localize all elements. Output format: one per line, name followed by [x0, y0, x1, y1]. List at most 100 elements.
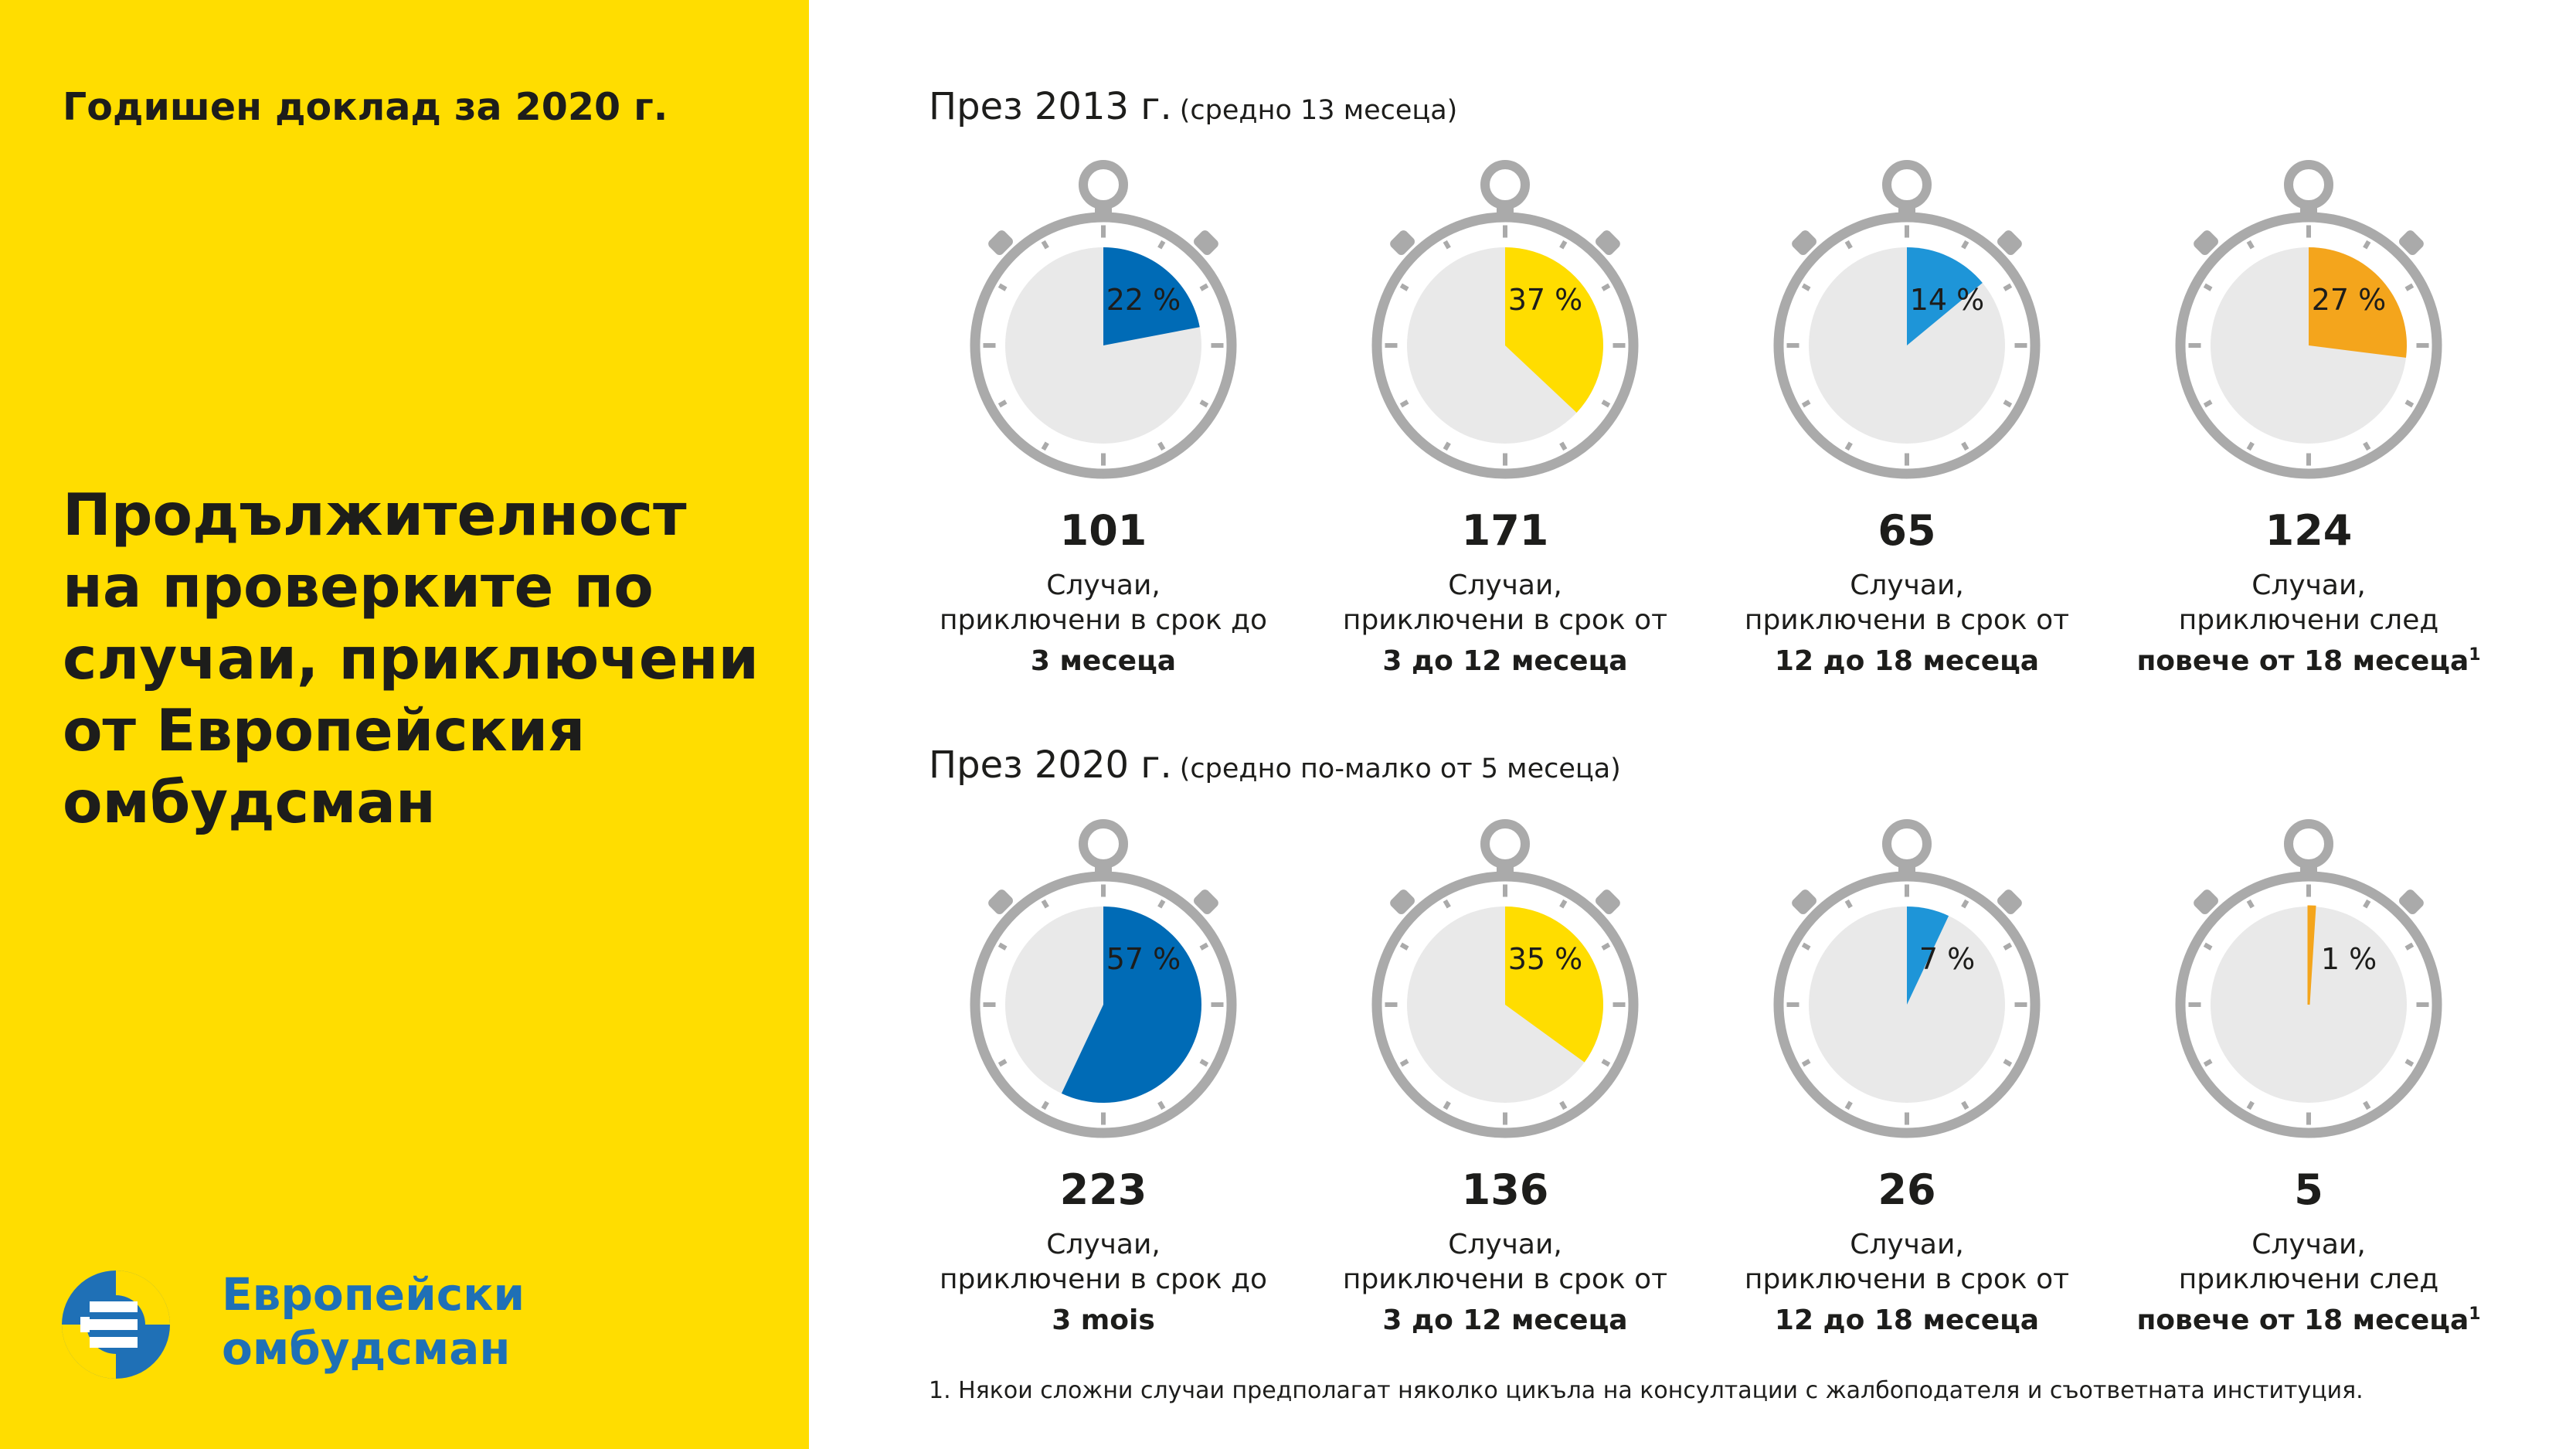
- caption-line: Случаи,: [1448, 1229, 1562, 1260]
- caption-line: приключени в срок до: [939, 1264, 1268, 1295]
- stopwatch-side-button: [1194, 889, 1218, 914]
- stopwatch-tick: [1601, 1059, 1611, 1067]
- stopwatch-tick: [1041, 441, 1049, 451]
- section-title: През 2020 г.: [929, 743, 1172, 787]
- stopwatch-tick: [1801, 1059, 1811, 1067]
- stopwatch-tick: [1801, 283, 1811, 291]
- section-subtitle: (средно 13 месеца): [1179, 95, 1458, 126]
- case-caption: Случаи, приключени след повече от 18 мес…: [2077, 568, 2540, 679]
- stopwatch-tick: [2203, 400, 2213, 408]
- stopwatch-tick: [2003, 1059, 2013, 1067]
- caption-line: Случаи,: [2251, 1229, 2366, 1260]
- stopwatch-tick: [2246, 1100, 2255, 1111]
- stopwatch-tick: [2404, 1059, 2415, 1067]
- stopwatch-tick: [2404, 283, 2415, 291]
- stopwatch-tick: [1443, 240, 1451, 250]
- case-caption: Случаи, приключени в срок до 3 месеца: [872, 568, 1335, 679]
- stopwatch-tick: [1961, 240, 1969, 250]
- stopwatch-crown: [1480, 160, 1530, 209]
- stopwatch-tick: [1844, 899, 1853, 909]
- stopwatch-tick: [1559, 441, 1568, 451]
- stopwatch-tick: [2003, 283, 2013, 291]
- case-count: 5: [2294, 1165, 2323, 1214]
- case-count: 65: [1878, 506, 1936, 555]
- stopwatch-tick: [1844, 1100, 1853, 1111]
- stopwatch-crown: [1079, 819, 1128, 869]
- stopwatch-side-button: [2399, 230, 2424, 255]
- stopwatch-tick: [1559, 899, 1568, 909]
- stopwatch-tick: [1199, 942, 1209, 951]
- stopwatch-tick: [997, 942, 1008, 951]
- stopwatch-tick: [1801, 942, 1811, 951]
- brand-name-line: Европейски: [222, 1268, 525, 1321]
- stopwatch-side-button: [1390, 230, 1415, 255]
- stopwatch-side-button: [2194, 230, 2218, 255]
- stopwatch-tick: [2203, 1059, 2213, 1067]
- caption-period-text: 3 до 12 месеца: [1382, 1304, 1628, 1336]
- brand-name-line: омбудсман: [222, 1322, 511, 1375]
- stopwatch-tick: [2003, 400, 2013, 408]
- stopwatch-tick: [1199, 400, 1209, 408]
- stopwatch-tick: [2363, 240, 2371, 250]
- stopwatch-tick: [1157, 1100, 1166, 1111]
- caption-line: приключени в срок от: [1744, 1264, 2070, 1295]
- stopwatch-tick: [2404, 400, 2415, 408]
- stopwatch-tick: [1041, 899, 1049, 909]
- caption-period: 3 месеца: [872, 638, 1335, 679]
- stopwatch-crown: [1079, 160, 1128, 209]
- stopwatch-tick: [2363, 441, 2371, 451]
- caption-line: приключени в срок до: [939, 604, 1268, 636]
- stopwatch-side-button: [1792, 889, 1816, 914]
- case-caption: Случаи, приключени в срок от 12 до 18 ме…: [1675, 1227, 2139, 1338]
- stopwatch-side-button: [988, 889, 1013, 914]
- caption-line: приключени след: [2178, 1264, 2439, 1295]
- stopwatch-crown: [1480, 819, 1530, 869]
- report-title: Годишен доклад за 2020 г.: [63, 85, 668, 129]
- caption-line: Случаи,: [1046, 1229, 1161, 1260]
- percent-label: 22 %: [1106, 283, 1181, 317]
- stopwatch-side-button: [1997, 230, 2022, 255]
- caption-line: Случаи,: [1850, 1229, 1964, 1260]
- stopwatch-tick: [1801, 400, 1811, 408]
- caption-period-text: 3 месеца: [1030, 645, 1177, 677]
- main-title: Продължителност на проверките по случаи,…: [63, 479, 789, 838]
- case-count: 101: [1059, 506, 1147, 555]
- stopwatch-tick: [2203, 942, 2213, 951]
- main-title-line: омбудсман: [63, 768, 436, 836]
- case-caption: Случаи, приключени в срок от 3 до 12 мес…: [1273, 1227, 1737, 1338]
- caption-line: приключени в срок от: [1342, 604, 1668, 636]
- caption-period: 12 до 18 месеца: [1675, 1297, 2139, 1338]
- main-title-line: Продължителност: [63, 481, 687, 549]
- main-title-line: от Европейския: [63, 696, 586, 764]
- case-count: 223: [1059, 1165, 1147, 1214]
- caption-line: приключени в срок от: [1744, 604, 2070, 636]
- stopwatch-tick: [1399, 942, 1409, 951]
- stopwatch-tick: [1601, 400, 1611, 408]
- stopwatch-tick: [2363, 1100, 2371, 1111]
- percent-label: 37 %: [1508, 283, 1583, 317]
- percent-label: 57 %: [1106, 942, 1181, 976]
- stopwatch-tick: [2404, 942, 2415, 951]
- stopwatch-tick: [1157, 240, 1166, 250]
- caption-period-text: повече от 18 месеца: [2136, 645, 2469, 677]
- footnote-mark: 1: [2469, 645, 2481, 665]
- caption-period-text: 3 mois: [1052, 1304, 1155, 1336]
- case-count: 171: [1461, 506, 1549, 555]
- section-heading-2020: През 2020 г. (средно по-малко от 5 месеца…: [929, 743, 1621, 787]
- stopwatch-tick: [1443, 899, 1451, 909]
- section-subtitle: (средно по-малко от 5 месеца): [1179, 753, 1621, 784]
- stopwatch-crown: [2284, 160, 2333, 209]
- case-count: 136: [1461, 1165, 1549, 1214]
- stopwatch-tick: [1399, 400, 1409, 408]
- stopwatch-tick: [1157, 899, 1166, 909]
- caption-line: Случаи,: [1448, 570, 1562, 601]
- stopwatch-side-button: [1792, 230, 1816, 255]
- stopwatch-tick: [1199, 283, 1209, 291]
- caption-line: приключени след: [2178, 604, 2439, 636]
- caption-period: повече от 18 месеца1: [2077, 638, 2540, 679]
- stopwatch-tick: [1601, 942, 1611, 951]
- caption-line: Случаи,: [2251, 570, 2366, 601]
- caption-period-text: повече от 18 месеца: [2136, 1304, 2469, 1336]
- footnote: 1. Някои сложни случаи предполагат някол…: [929, 1377, 2364, 1404]
